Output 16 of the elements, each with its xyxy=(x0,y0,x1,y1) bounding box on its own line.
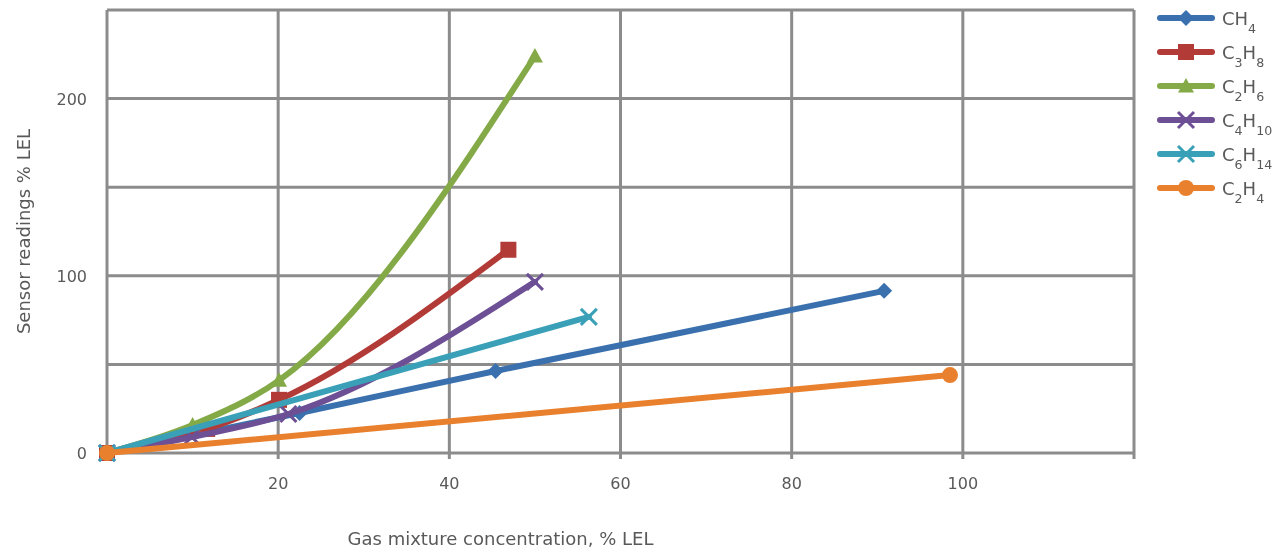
legend-label: C$_{2}$H$_{4}$ xyxy=(1222,178,1265,206)
y-tick-label: 0 xyxy=(76,444,87,463)
y-tick-label: 100 xyxy=(56,266,87,286)
legend-label: C$_{3}$H$_{8}$ xyxy=(1222,42,1265,70)
legend-label: C$_{6}$H$_{14}$ xyxy=(1222,144,1273,172)
x-tick-label: 40 xyxy=(439,474,460,493)
y-tick-label: 200 xyxy=(56,89,87,109)
x-tick-label: 20 xyxy=(267,474,289,493)
y-axis-title: Sensor readings % LEL xyxy=(13,128,34,335)
legend-label: C$_{4}$H$_{10}$ xyxy=(1222,110,1273,138)
x-tick-label: 60 xyxy=(610,474,631,493)
legend-label: C$_{2}$H$_{6}$ xyxy=(1222,76,1265,104)
x-axis-title: Gas mixture concentration, % LEL xyxy=(347,528,654,548)
legend-label: CH$_{4}$ xyxy=(1222,8,1257,36)
x-tick-label: 80 xyxy=(781,474,802,493)
x-tick-label: 100 xyxy=(947,474,979,493)
